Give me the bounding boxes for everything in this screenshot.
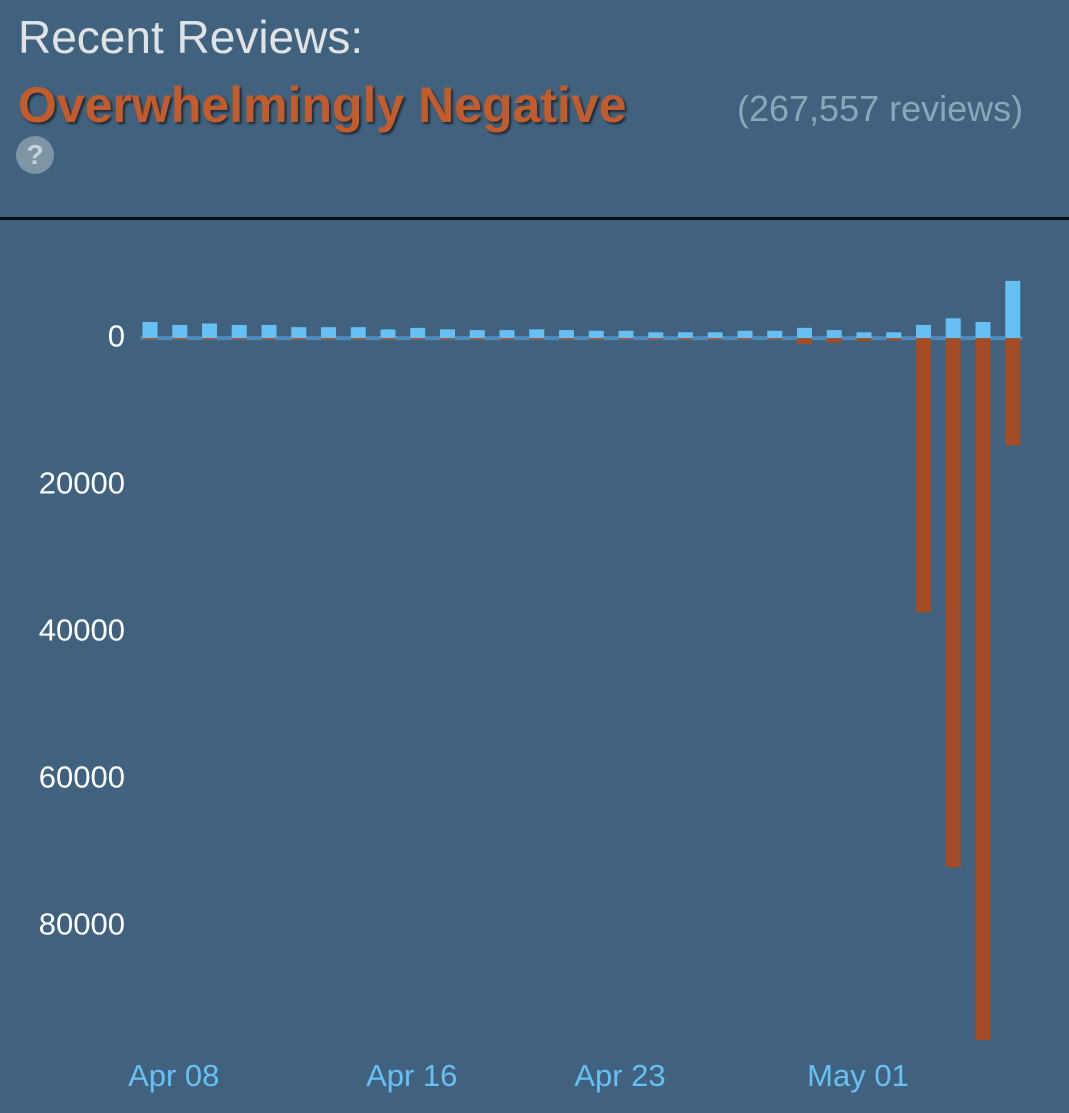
bar [588, 338, 604, 340]
bar [142, 338, 158, 340]
bar [291, 327, 307, 339]
bar [499, 330, 515, 339]
bar [975, 322, 991, 339]
bar [380, 338, 396, 340]
x-tick-label: Apr 08 [128, 1058, 219, 1093]
bar [202, 323, 217, 339]
bar [410, 338, 426, 340]
bar [737, 338, 753, 340]
bar [945, 338, 961, 868]
bar [559, 338, 574, 340]
bar [261, 338, 277, 340]
bar [440, 329, 455, 339]
y-tick-label: 0 [108, 318, 125, 353]
rating[interactable]: Overwhelmingly Negative [18, 77, 627, 133]
x-tick-label: May 01 [807, 1058, 909, 1093]
bar [648, 338, 664, 340]
bar [350, 338, 366, 340]
bar [797, 338, 812, 345]
bar [618, 338, 634, 340]
bar [231, 324, 247, 339]
bar [678, 338, 693, 340]
bar [1005, 280, 1021, 339]
bar [380, 329, 396, 339]
bar [856, 338, 872, 342]
bar [886, 332, 902, 339]
y-tick-label: 80000 [39, 906, 125, 941]
bar [945, 318, 961, 339]
bar [261, 324, 277, 339]
bar [172, 338, 188, 340]
bar [856, 332, 872, 339]
bar [618, 330, 634, 339]
bar [321, 338, 336, 340]
bar [797, 327, 812, 339]
x-tick-label: Apr 16 [366, 1058, 457, 1093]
y-tick-label: 40000 [39, 612, 125, 647]
bar [826, 330, 842, 339]
y-tick-label: 60000 [39, 759, 125, 794]
bar [440, 338, 455, 340]
bar [469, 338, 485, 340]
bar [529, 338, 545, 340]
bar [916, 324, 931, 339]
bar [142, 322, 158, 339]
bar [410, 327, 426, 339]
bar [499, 338, 515, 340]
bar [231, 338, 247, 340]
bar [886, 338, 902, 341]
bar [172, 324, 188, 339]
bar [767, 338, 783, 340]
bar [291, 338, 307, 340]
bar [826, 338, 842, 343]
bar [678, 332, 693, 339]
help-icon[interactable]: ? [16, 136, 54, 174]
bar [648, 332, 664, 339]
bar [202, 338, 217, 340]
bar [588, 330, 604, 339]
bar [529, 329, 545, 339]
bar [1005, 338, 1021, 446]
y-tick-label: 20000 [39, 465, 125, 500]
bar [707, 338, 723, 340]
bar [469, 330, 485, 339]
bar [975, 338, 991, 1040]
bar [559, 330, 574, 339]
review-header: Recent Reviews: Overwhelmingly Negative … [0, 0, 1069, 220]
bar [916, 338, 931, 613]
bar [707, 332, 723, 339]
bar [321, 327, 336, 339]
header-label: Recent Reviews: [18, 11, 364, 63]
bar [737, 330, 753, 339]
bar [767, 330, 783, 339]
bar [350, 327, 366, 339]
x-tick-label: Apr 23 [574, 1058, 665, 1093]
review-count: (267,557 reviews) [737, 88, 1024, 129]
